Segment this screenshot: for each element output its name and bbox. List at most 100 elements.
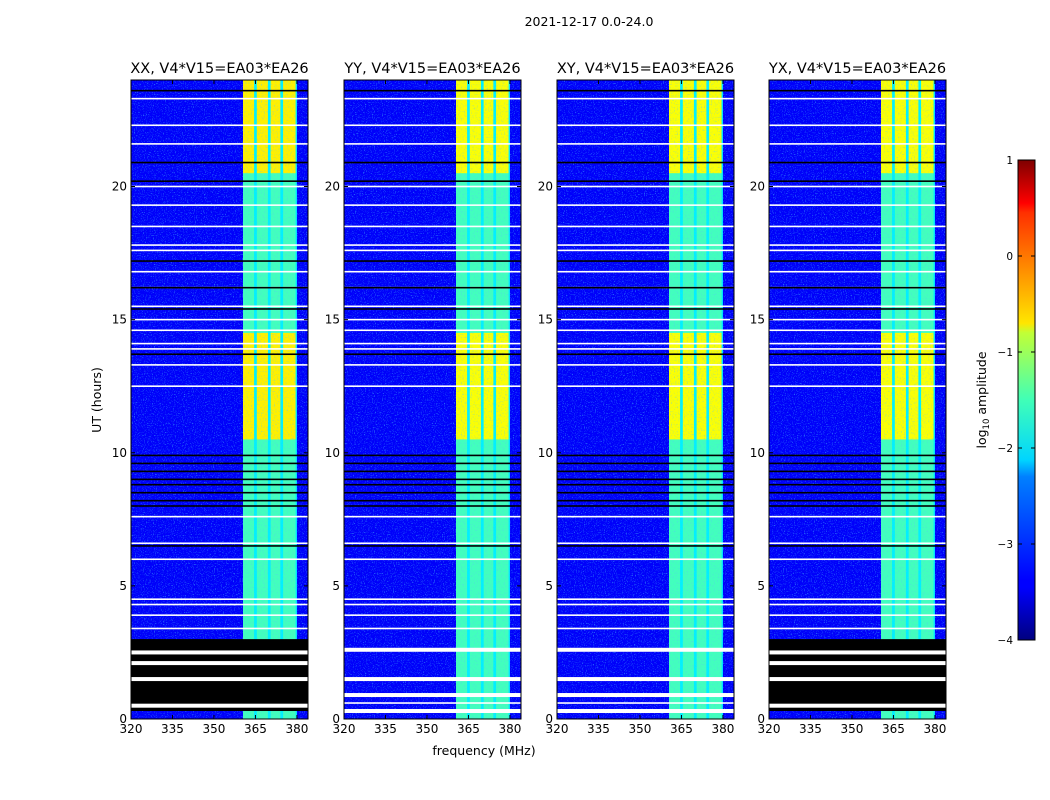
- flag-gap-white: [557, 709, 734, 714]
- flag-line-black: [557, 286, 734, 289]
- flag-line-white: [344, 542, 521, 545]
- flag-line-white: [557, 97, 734, 100]
- x-tick-label: 335: [799, 722, 822, 736]
- y-tick-label: 5: [119, 579, 127, 593]
- flag-line-black: [344, 462, 521, 465]
- y-tick-label: 20: [538, 180, 553, 194]
- flag-line-white: [344, 143, 521, 145]
- flag-line-white: [557, 348, 734, 350]
- flag-line-black: [131, 470, 308, 473]
- x-tick-label: 350: [629, 722, 652, 736]
- panel-title: YX, V4*V15=EA03*EA26: [768, 61, 946, 77]
- flag-line-white: [557, 185, 734, 188]
- flag-line-black: [769, 491, 946, 494]
- flag-line-white: [769, 143, 946, 145]
- y-tick-label: 15: [112, 313, 127, 327]
- flag-line-white: [557, 702, 734, 704]
- flag-line-black: [344, 308, 521, 310]
- colorbar-tick-label: 0: [1006, 251, 1013, 263]
- panel-yy: YY, V4*V15=EA03*EA26 320 335 350 365 380 0 5 10 1…: [325, 61, 522, 736]
- flag-line-black: [557, 161, 734, 164]
- flag-line-white: [131, 225, 308, 228]
- flag-line-white: [557, 270, 734, 273]
- flag-line-black: [131, 478, 308, 481]
- flag-line-black: [131, 483, 308, 486]
- flag-line-black: [557, 470, 734, 473]
- flag-line-white: [344, 364, 521, 366]
- flag-line-black: [557, 478, 734, 481]
- flag-line-black: [769, 483, 946, 486]
- flag-line-white: [557, 515, 734, 518]
- y-tick-label: 15: [538, 313, 553, 327]
- flag-line-black: [557, 491, 734, 494]
- flag-line-white: [557, 318, 734, 321]
- x-tick-label: 350: [841, 722, 864, 736]
- flag-line-white: [557, 364, 734, 366]
- flag-line-white: [557, 542, 734, 545]
- flag-line-white: [131, 270, 308, 273]
- flag-line-black: [769, 454, 946, 457]
- flag-line-black: [344, 89, 521, 92]
- flag-line-black: [344, 454, 521, 457]
- flag-line-black: [557, 353, 734, 356]
- panel-image: [131, 80, 308, 719]
- panel-xy: XY, V4*V15=EA03*EA26 320 335 350 365 380 0 5 10 1…: [538, 61, 735, 736]
- flag-line-black: [769, 260, 946, 262]
- flag-line-white: [131, 515, 308, 518]
- y-axis-label: UT (hours): [89, 367, 104, 433]
- flag-line-white: [131, 385, 308, 387]
- flag-line-white: [344, 329, 521, 332]
- flag-line-white: [769, 270, 946, 273]
- y-tick-label: 0: [757, 712, 765, 726]
- flag-line-white: [131, 603, 308, 606]
- flag-line-white: [131, 614, 308, 616]
- flag-line-white: [344, 515, 521, 518]
- flag-line-white: [344, 603, 521, 606]
- flag-line-black: [131, 180, 308, 182]
- y-tick-label: 20: [112, 180, 127, 194]
- flag-line-black: [557, 545, 734, 547]
- flag-line-black: [769, 505, 946, 507]
- flag-line-black: [131, 505, 308, 507]
- flag-line-white: [769, 225, 946, 228]
- flag-line-black: [557, 180, 734, 182]
- x-tick-label: 320: [120, 722, 143, 736]
- flag-line-white: [131, 542, 308, 545]
- flag-line-black: [769, 499, 946, 502]
- x-tick-label: 380: [711, 722, 734, 736]
- x-tick-label: 335: [161, 722, 184, 736]
- flag-line-black: [344, 286, 521, 289]
- x-tick-label: 350: [416, 722, 439, 736]
- flag-line-white: [769, 97, 946, 100]
- y-tick-label: 20: [750, 180, 765, 194]
- flag-line-black: [344, 483, 521, 486]
- x-tick-label: 320: [333, 722, 356, 736]
- flag-line-black: [344, 260, 521, 262]
- x-tick-label: 380: [498, 722, 521, 736]
- flag-line-white: [344, 318, 521, 321]
- flag-gap-white: [131, 650, 308, 655]
- flag-line-black: [557, 505, 734, 507]
- colorbar-tick-label: 1: [1006, 155, 1013, 167]
- flag-line-black: [557, 89, 734, 92]
- flag-line-white: [769, 542, 946, 545]
- flag-line-black: [557, 462, 734, 465]
- flag-line-black: [344, 545, 521, 547]
- panels: XX, V4*V15=EA03*EA26 320 335 350 365 380 0 5 10 1…: [112, 61, 947, 736]
- flag-line-white: [344, 614, 521, 616]
- flag-line-white: [344, 558, 521, 561]
- flag-line-white: [769, 627, 946, 630]
- flag-line-white: [344, 244, 521, 246]
- flag-line-white: [557, 329, 734, 332]
- flag-line-white: [769, 348, 946, 350]
- flag-line-black: [769, 470, 946, 473]
- colorbar-ticks: 1 0 −1 −2 −3 −4: [998, 155, 1035, 647]
- flag-line-white: [131, 97, 308, 100]
- panel-image: [557, 80, 734, 719]
- flag-line-black: [131, 161, 308, 164]
- colorbar-gradient: [1017, 159, 1036, 641]
- flag-line-black: [344, 180, 521, 182]
- x-tick-label: 320: [546, 722, 569, 736]
- x-tick-label: 380: [923, 722, 946, 736]
- x-tick-label: 320: [758, 722, 781, 736]
